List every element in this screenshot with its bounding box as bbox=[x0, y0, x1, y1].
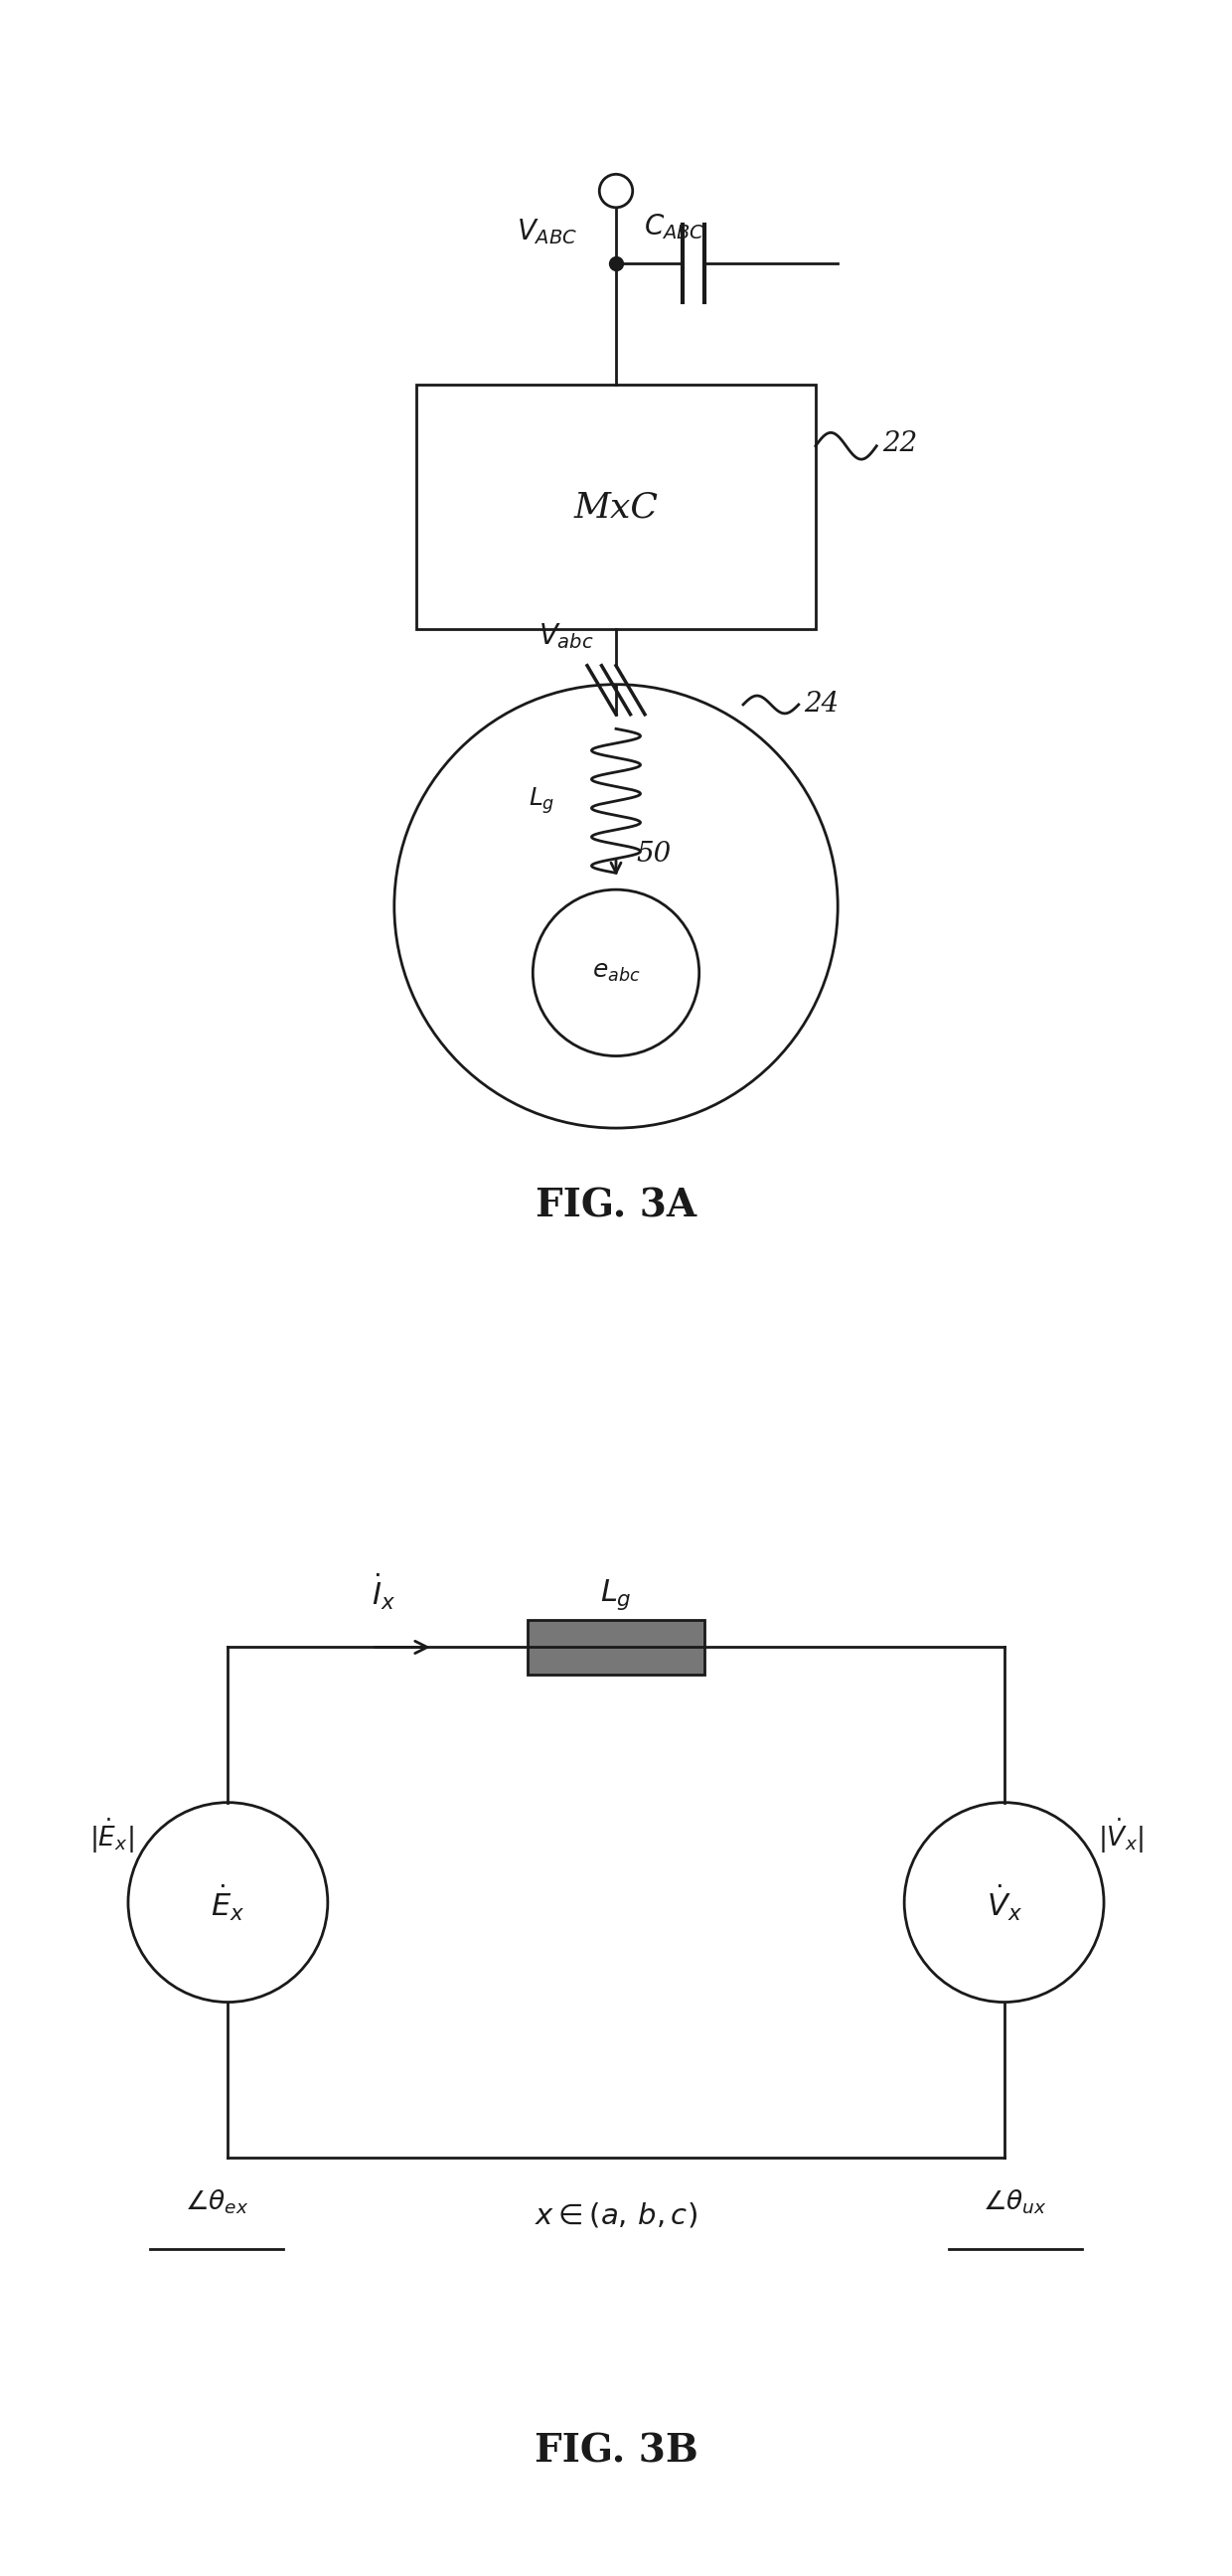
FancyBboxPatch shape bbox=[527, 1620, 705, 1674]
Text: $L_g$: $L_g$ bbox=[529, 786, 556, 817]
Text: $\dot{I}_x$: $\dot{I}_x$ bbox=[371, 1571, 395, 1613]
Text: $\dot{V}_x$: $\dot{V}_x$ bbox=[986, 1883, 1023, 1922]
Text: $C_{ABC}$: $C_{ABC}$ bbox=[644, 211, 705, 242]
Text: FIG. 3B: FIG. 3B bbox=[535, 2432, 697, 2470]
Text: $L_g$: $L_g$ bbox=[600, 1577, 632, 1613]
Text: $e_{abc}$: $e_{abc}$ bbox=[591, 961, 641, 984]
Text: $V_{abc}$: $V_{abc}$ bbox=[538, 621, 594, 652]
Text: $\angle\theta_{ex}$: $\angle\theta_{ex}$ bbox=[185, 2187, 249, 2215]
Text: $V_{ABC}$: $V_{ABC}$ bbox=[516, 216, 577, 247]
Text: $\angle\theta_{ux}$: $\angle\theta_{ux}$ bbox=[983, 2187, 1047, 2215]
Text: $x\in(a,\,b,c)$: $x\in(a,\,b,c)$ bbox=[535, 2200, 697, 2231]
Text: $|\dot{E}_x|$: $|\dot{E}_x|$ bbox=[89, 1816, 134, 1855]
Text: 50: 50 bbox=[636, 840, 671, 868]
Text: $\dot{E}_x$: $\dot{E}_x$ bbox=[211, 1883, 245, 1922]
Text: $|\dot{V}_x|$: $|\dot{V}_x|$ bbox=[1098, 1816, 1143, 1855]
Text: 22: 22 bbox=[882, 430, 917, 459]
Text: MxC: MxC bbox=[574, 489, 658, 523]
Text: FIG. 3A: FIG. 3A bbox=[536, 1188, 696, 1224]
FancyBboxPatch shape bbox=[416, 384, 816, 629]
Text: 24: 24 bbox=[804, 690, 839, 716]
